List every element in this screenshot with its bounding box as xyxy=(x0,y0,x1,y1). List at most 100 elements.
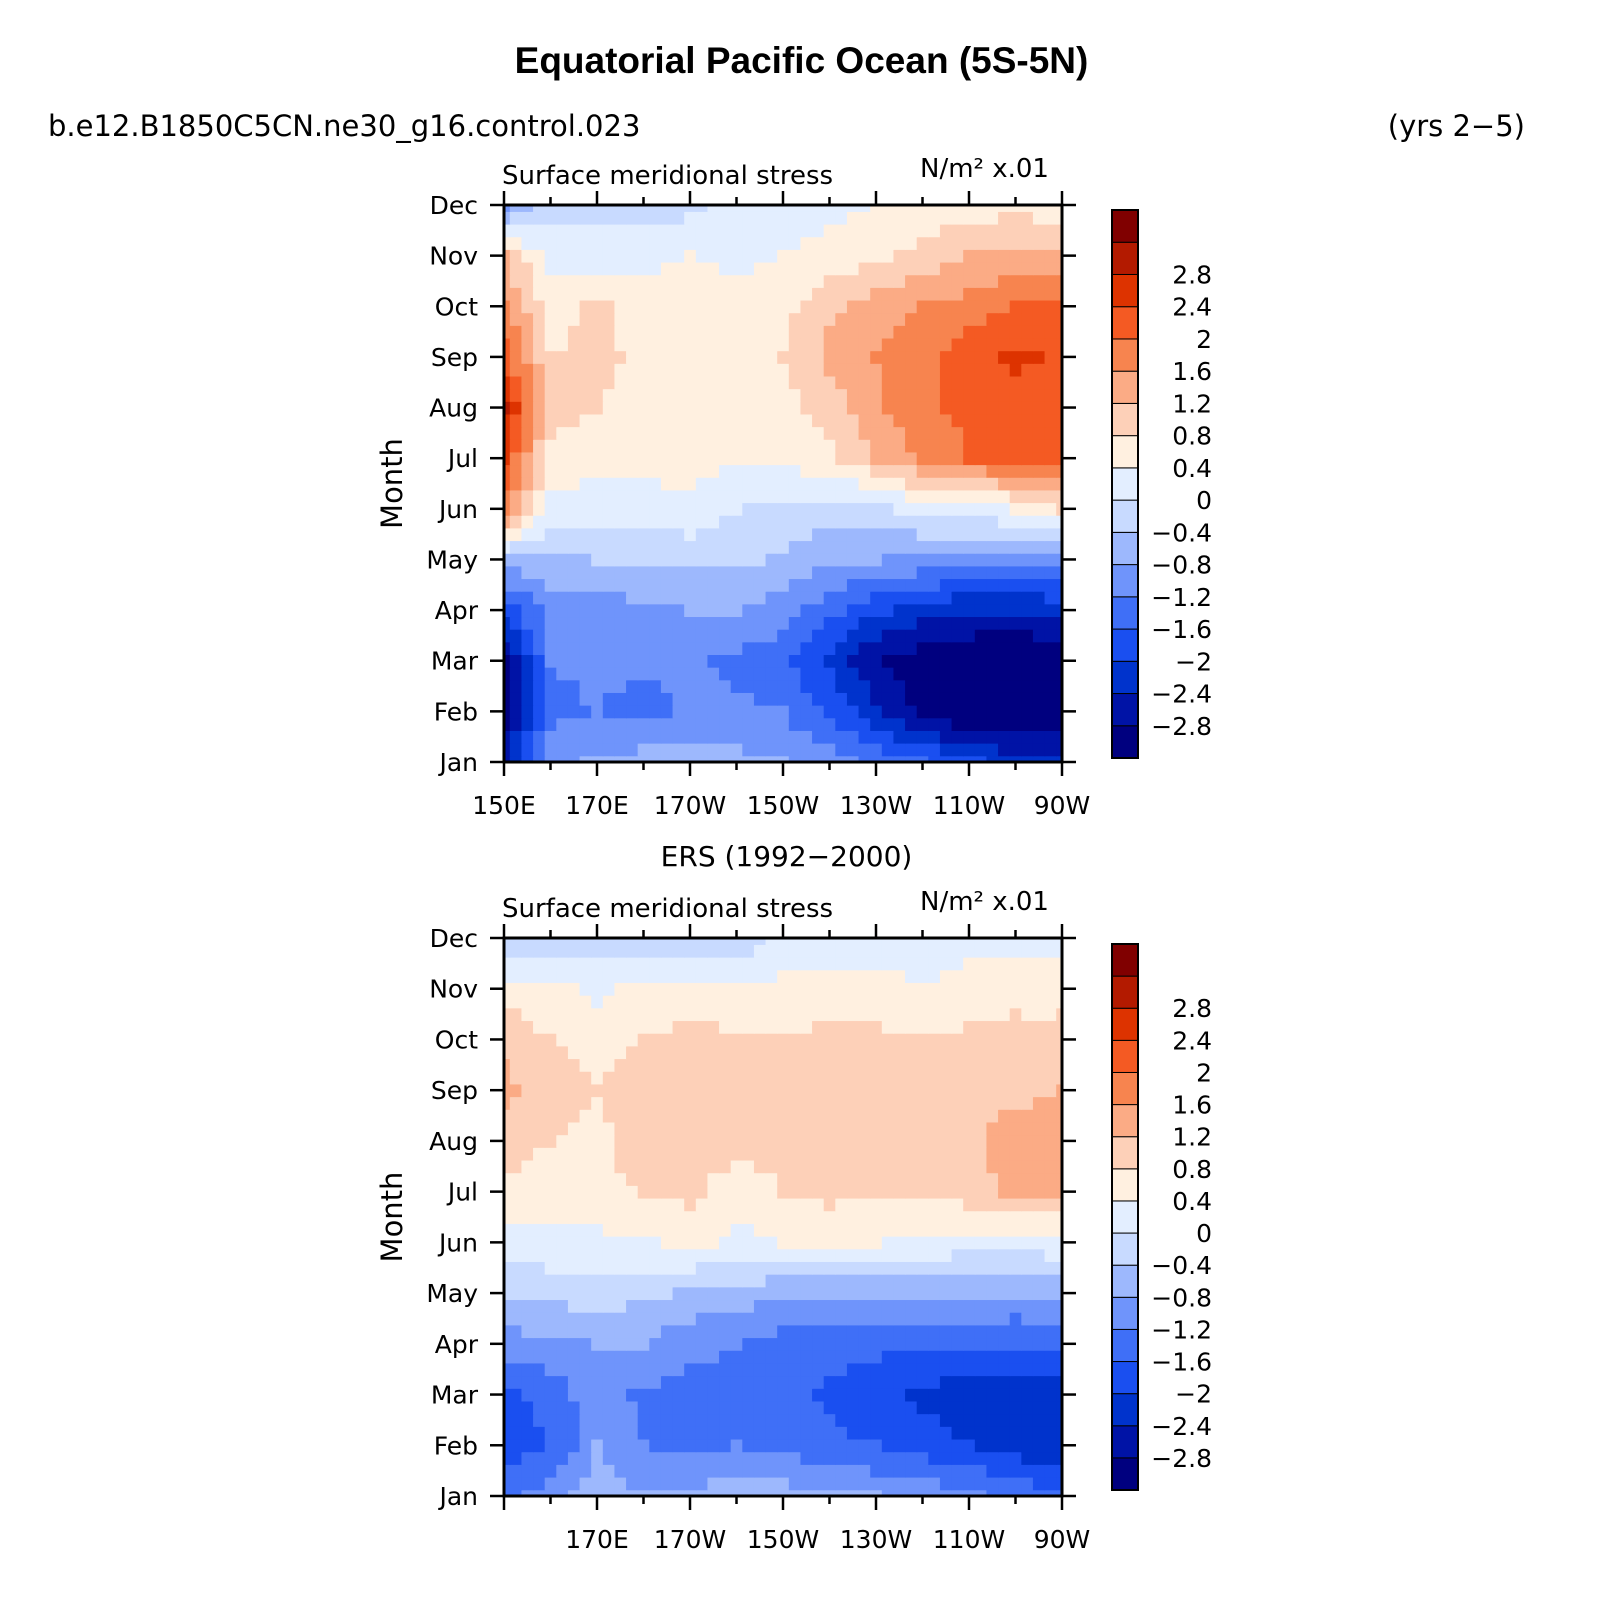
heatmap-cell xyxy=(893,1324,906,1339)
heatmap-cell xyxy=(1009,1426,1022,1440)
heatmap-cell xyxy=(812,1007,825,1022)
heatmap-cell xyxy=(742,1121,755,1136)
heatmap-cell xyxy=(800,743,813,757)
heatmap-cell xyxy=(719,679,732,693)
heatmap-cell xyxy=(626,1400,639,1415)
heatmap-cell xyxy=(509,274,523,288)
heatmap-cell xyxy=(812,312,825,326)
heatmap-cell xyxy=(916,1071,929,1085)
heatmap-cell xyxy=(637,401,650,415)
heatmap-cell xyxy=(858,261,871,276)
heatmap-cell xyxy=(963,944,976,958)
heatmap-cell xyxy=(637,464,650,478)
heatmap-cell xyxy=(753,1489,767,1497)
heatmap-cell xyxy=(939,451,953,466)
heatmap-cell xyxy=(591,1020,604,1034)
heatmap-cell xyxy=(660,211,674,225)
heatmap-cell xyxy=(963,1071,976,1085)
heatmap-cell xyxy=(730,1197,743,1212)
heatmap-cell xyxy=(637,1197,650,1212)
heatmap-cell xyxy=(567,982,581,996)
heatmap-cell xyxy=(504,274,511,288)
heatmap-cell xyxy=(556,755,569,763)
heatmap-cell xyxy=(963,464,976,478)
heatmap-cell xyxy=(742,616,755,630)
heatmap-cell xyxy=(905,363,918,377)
heatmap-cell xyxy=(660,477,674,491)
heatmap-cell xyxy=(695,312,709,326)
heatmap-cell xyxy=(1044,1096,1057,1110)
heatmap-cell xyxy=(835,312,848,326)
heatmap-cell xyxy=(1056,236,1063,250)
heatmap-cell xyxy=(835,325,848,339)
colorbar-label: 0.8 xyxy=(1172,422,1212,451)
heatmap-cell xyxy=(614,274,627,288)
heatmap-cell xyxy=(777,553,790,567)
heatmap-cell xyxy=(719,705,732,719)
heatmap-cell xyxy=(707,1350,720,1364)
heatmap-cell xyxy=(707,944,720,958)
heatmap-cell xyxy=(707,1438,720,1453)
heatmap-cell xyxy=(823,1033,836,1047)
heatmap-cell xyxy=(916,1464,929,1478)
heatmap-cell xyxy=(579,205,592,212)
heatmap-cell xyxy=(951,1058,964,1072)
heatmap-cell xyxy=(1009,730,1022,744)
heatmap-cell xyxy=(765,1324,778,1339)
heatmap-cell xyxy=(521,1083,534,1098)
heatmap-cell xyxy=(1021,1197,1034,1212)
heatmap-cell xyxy=(509,451,523,466)
heatmap-cell xyxy=(521,1400,534,1415)
heatmap-cell xyxy=(881,1223,895,1237)
heatmap-cell xyxy=(742,1185,755,1199)
heatmap-cell xyxy=(812,629,825,643)
heatmap-cell xyxy=(788,388,802,402)
heatmap-cell xyxy=(504,413,511,428)
heatmap-cell xyxy=(812,413,825,428)
heatmap-cell xyxy=(614,1147,627,1161)
heatmap-cell xyxy=(870,730,883,744)
heatmap-cell xyxy=(509,205,523,212)
heatmap-cell xyxy=(504,591,511,605)
heatmap-cell xyxy=(602,413,616,428)
heatmap-cell xyxy=(916,261,929,276)
heatmap-cell xyxy=(719,1147,732,1161)
heatmap-cell xyxy=(614,1071,627,1085)
heatmap-cell xyxy=(881,540,895,554)
heatmap-cell xyxy=(684,540,697,554)
heatmap-cell xyxy=(521,1134,534,1148)
heatmap-cell xyxy=(765,1109,778,1123)
heatmap-cell xyxy=(870,995,883,1009)
heatmap-cell xyxy=(660,1438,674,1453)
heatmap-cell xyxy=(916,641,929,655)
heatmap-cell xyxy=(567,477,581,491)
heatmap-cell xyxy=(591,692,604,706)
heatmap-cell xyxy=(567,591,581,605)
heatmap-cell xyxy=(1056,1197,1063,1212)
heatmap-cell xyxy=(742,375,755,390)
colorbar-label: 1.6 xyxy=(1172,357,1212,386)
heatmap-cell xyxy=(684,1096,697,1110)
heatmap-cell xyxy=(591,337,604,352)
heatmap-cell xyxy=(1056,477,1063,491)
heatmap-cell xyxy=(974,1007,988,1022)
heatmap-cell xyxy=(649,717,662,731)
heatmap-cell xyxy=(928,211,941,225)
heatmap-cell xyxy=(1021,439,1034,453)
heatmap-cell xyxy=(870,515,883,529)
heatmap-cell xyxy=(602,1362,616,1377)
heatmap-cell xyxy=(556,692,569,706)
heatmap-cell xyxy=(893,1400,906,1415)
heatmap-cell xyxy=(1032,1375,1046,1389)
heatmap-cell xyxy=(695,464,709,478)
heatmap-cell xyxy=(846,1274,860,1288)
heatmap-cell xyxy=(521,1096,534,1110)
heatmap-cell xyxy=(544,413,557,428)
heatmap-cell xyxy=(939,616,953,630)
heatmap-cell xyxy=(637,1375,650,1389)
heatmap-cell xyxy=(544,388,557,402)
colorbar-swatch xyxy=(1111,370,1139,404)
heatmap-cell xyxy=(905,1261,918,1275)
heatmap-cell xyxy=(730,1350,743,1364)
heatmap-cell xyxy=(939,565,953,580)
